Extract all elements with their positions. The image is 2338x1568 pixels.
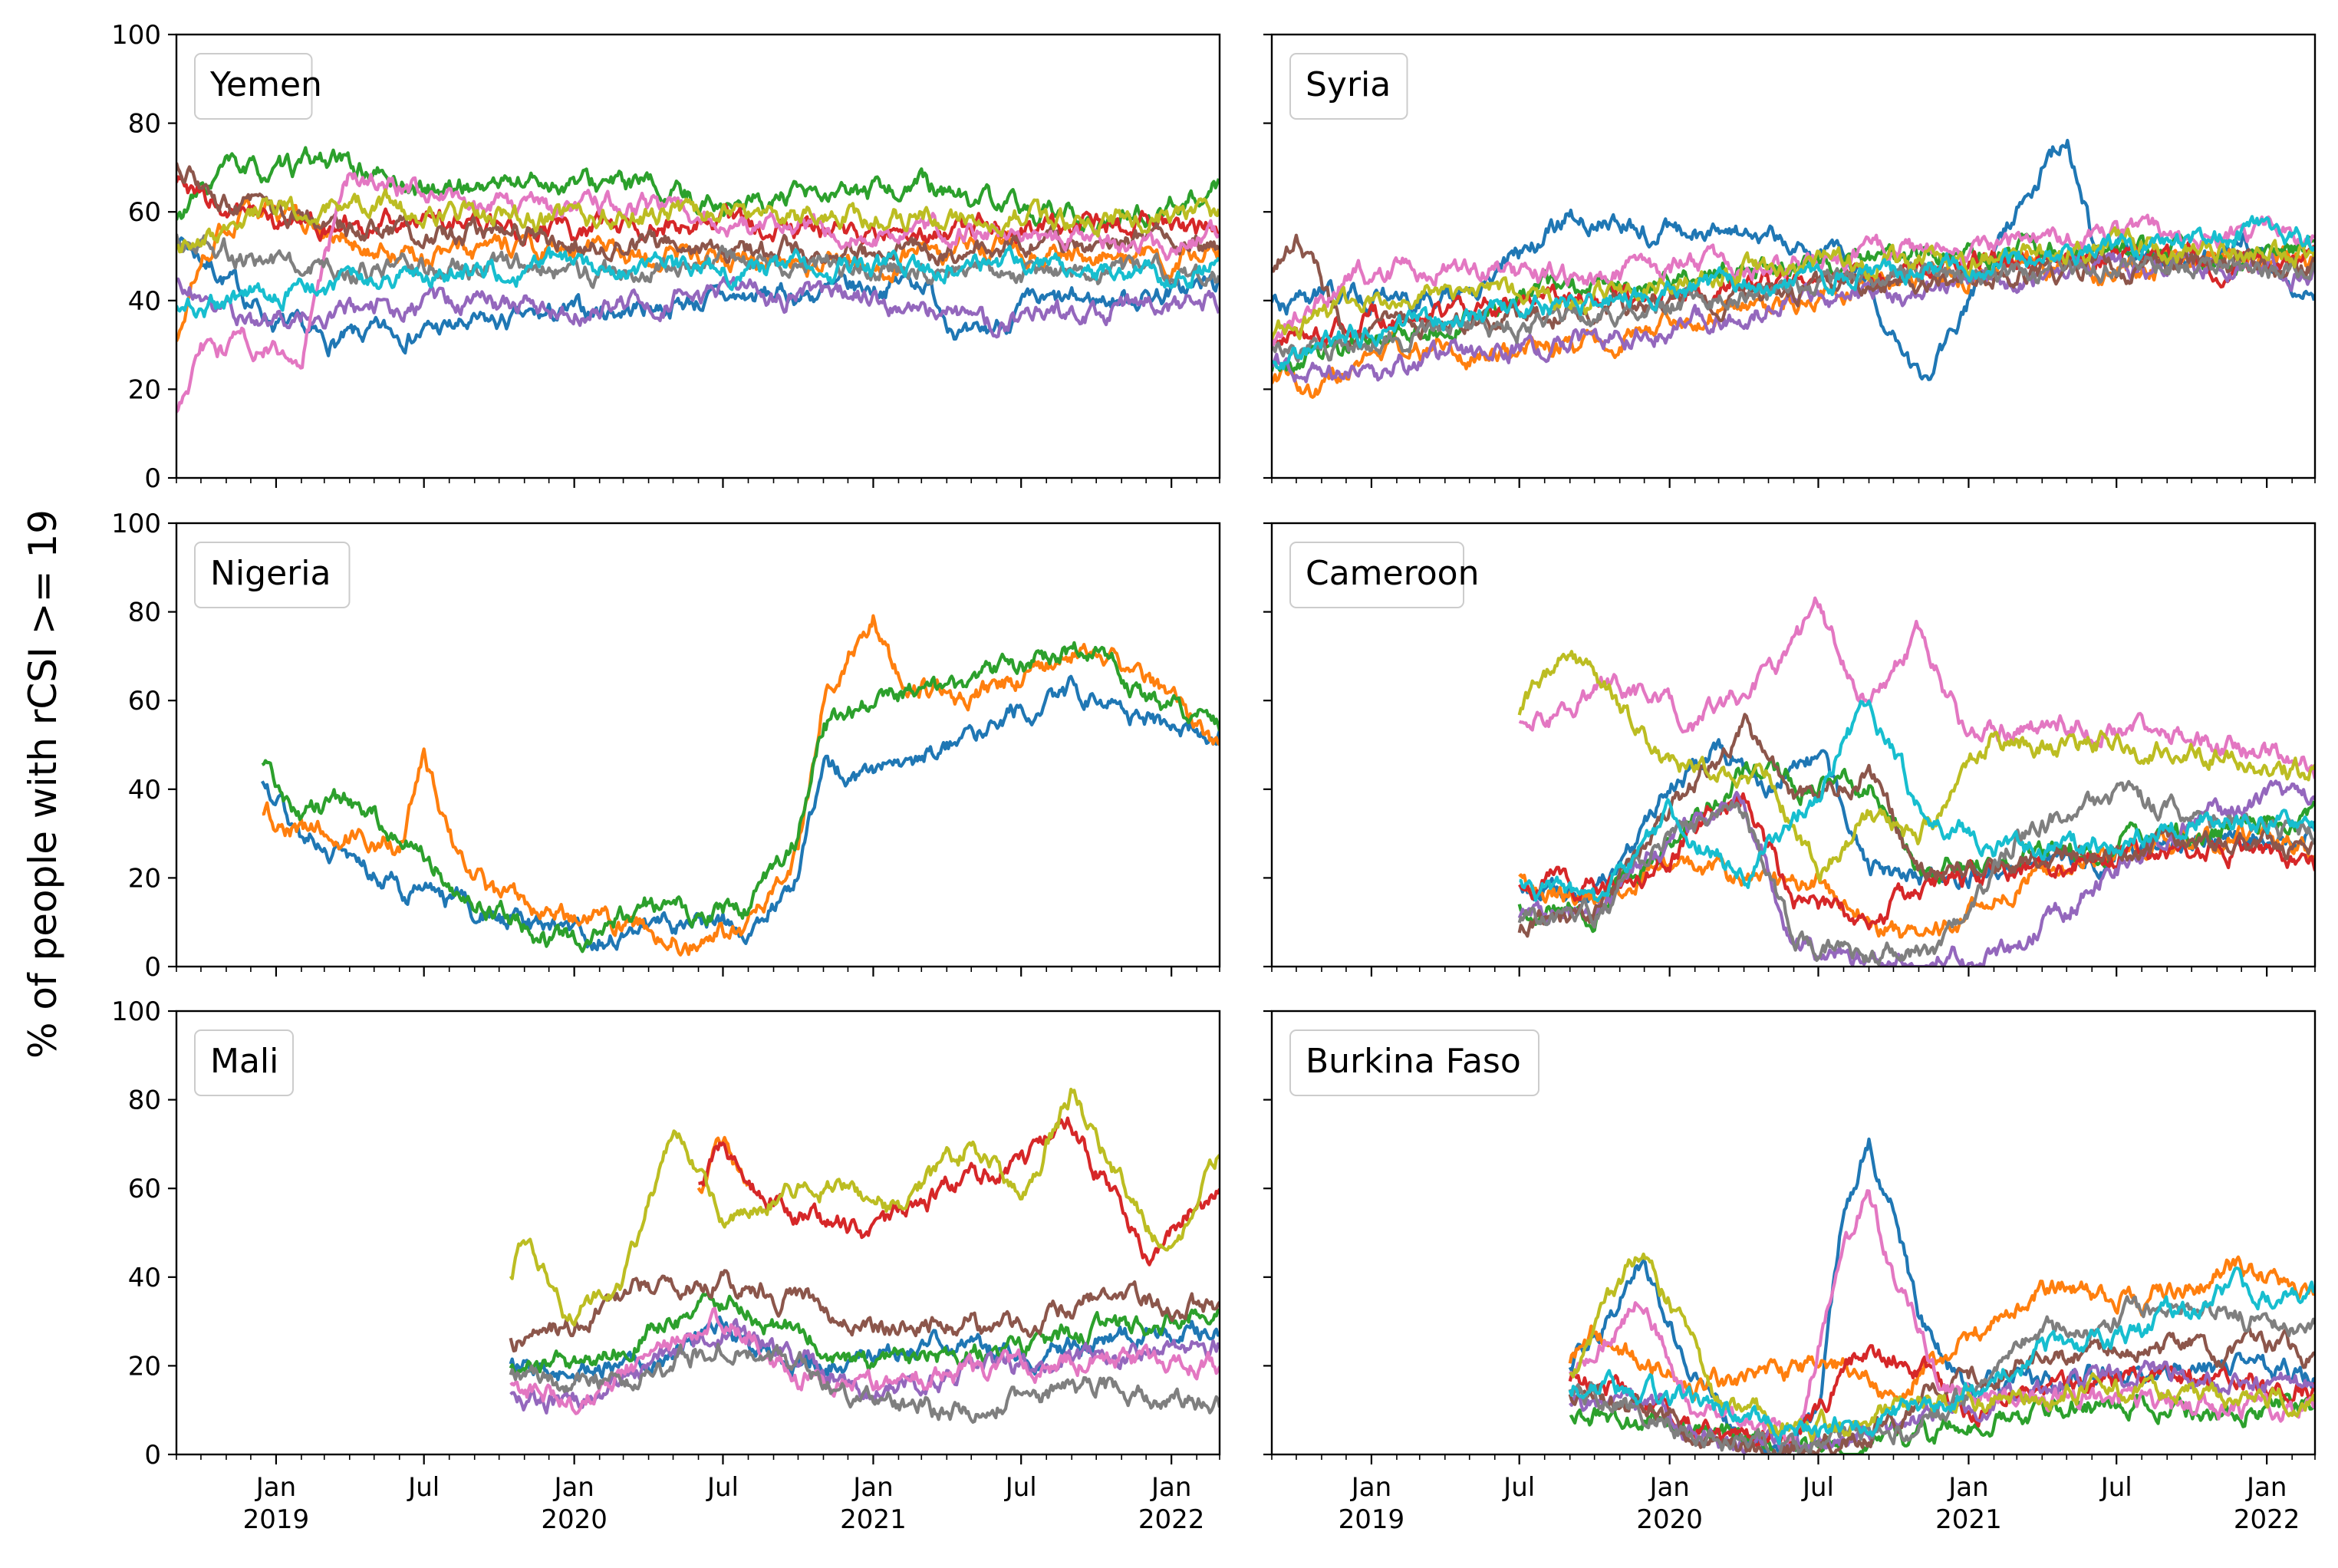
series-line: [1519, 700, 2315, 903]
series-line: [1568, 1295, 2315, 1454]
series-line: [1272, 213, 2315, 347]
series-line: [1272, 245, 2315, 399]
series-line: [1517, 779, 2315, 967]
x-tick-label-year: 2020: [1636, 1504, 1703, 1535]
panel-title: Syria: [1306, 65, 1391, 104]
x-tick-label-month: Jan: [2245, 1472, 2287, 1503]
series-line: [260, 674, 1220, 952]
y-tick-label: 40: [128, 286, 161, 317]
y-tick-label: 60: [128, 1174, 161, 1204]
x-tick-label-month: Jan: [1648, 1472, 1689, 1503]
series-line: [176, 245, 1220, 319]
panel-syria: Syria: [1263, 33, 2317, 488]
panel-title-box: [194, 53, 313, 120]
y-tick-label: 80: [128, 598, 161, 628]
panel-title: Burkina Faso: [1306, 1042, 1521, 1081]
y-tick-label: 0: [144, 463, 161, 494]
series-line: [1272, 215, 2315, 371]
x-tick-label-year: 2019: [243, 1504, 310, 1535]
series-line: [509, 1269, 1220, 1353]
y-tick-label: 60: [128, 686, 161, 716]
panel-title-box: [1289, 53, 1408, 120]
series-line: [509, 1292, 1220, 1377]
panel-title: Nigeria: [210, 554, 331, 593]
panel-title-box: [1289, 542, 1464, 608]
y-tick-label: 40: [128, 775, 161, 805]
series-line: [261, 641, 1220, 954]
panel-title: Cameroon: [1306, 554, 1479, 593]
x-tick-label-month: Jul: [2099, 1472, 2132, 1503]
series-group: [509, 1087, 1220, 1424]
y-tick-label: 60: [128, 197, 161, 228]
x-tick-label-year: 2019: [1339, 1504, 1405, 1535]
x-tick-label-month: Jan: [552, 1472, 594, 1503]
x-tick-label-year: 2020: [541, 1504, 608, 1535]
y-tick-label: 100: [111, 509, 161, 539]
x-tick-label-year: 2021: [840, 1504, 907, 1535]
x-tick-label-month: Jul: [1004, 1472, 1037, 1503]
x-tick-label-month: Jul: [407, 1472, 440, 1503]
x-tick-label-month: Jan: [851, 1472, 893, 1503]
x-tick-label-month: Jul: [706, 1472, 739, 1503]
panel-yemen: 0 20 40 60 80 100 Yemen: [111, 20, 1221, 494]
x-tick-label-year: 2021: [1935, 1504, 2002, 1535]
series-line: [1568, 1266, 2315, 1445]
series-line: [509, 1342, 1220, 1424]
series-line: [176, 172, 1220, 413]
series-group: [1272, 138, 2315, 399]
series-line: [1568, 1189, 2315, 1444]
series-line: [1518, 596, 2315, 779]
x-tick-label-month: Jan: [1350, 1472, 1391, 1503]
series-line: [1272, 226, 2315, 341]
series-line: [176, 275, 1220, 339]
x-tick-label-month: Jan: [255, 1472, 296, 1503]
panel-cameroon: Cameroon: [1263, 522, 2317, 977]
series-line: [1519, 738, 2315, 904]
series-line: [1517, 779, 2315, 967]
series-group: [1568, 1137, 2315, 1454]
shared-y-axis-label: % of people with rCSI >= 19: [21, 509, 65, 1059]
x-tick-label-year: 2022: [1138, 1504, 1205, 1535]
x-tick-label-month: Jan: [1150, 1472, 1191, 1503]
series-group: [1517, 596, 2315, 967]
y-tick-label: 20: [128, 374, 161, 405]
y-tick-label: 80: [128, 109, 161, 140]
panel-title-box: [194, 1029, 294, 1096]
series-line: [509, 1087, 1220, 1327]
series-line: [698, 1116, 1220, 1267]
x-tick-label-month: Jul: [1801, 1472, 1834, 1503]
series-line: [176, 188, 1220, 254]
y-tick-label: 0: [144, 952, 161, 983]
x-tick-label-year: 2022: [2234, 1504, 2300, 1535]
y-tick-label: 20: [128, 1351, 161, 1382]
panel-nigeria: 0 20 40 60 80 100 Nigeria: [111, 509, 1221, 983]
series-line: [509, 1306, 1220, 1415]
y-tick-label: 80: [128, 1085, 161, 1116]
series-line: [1517, 713, 2315, 938]
panel-title-box: [194, 542, 351, 608]
panel-title: Yemen: [209, 65, 322, 104]
series-group: [260, 614, 1220, 957]
panel-title-box: [1289, 1029, 1539, 1096]
panel-title: Mali: [210, 1042, 278, 1081]
series-group: [176, 146, 1220, 413]
series-line: [176, 195, 1220, 342]
series-line: [1517, 650, 2315, 883]
y-tick-label: 100: [111, 20, 161, 51]
series-line: [1569, 1252, 2315, 1442]
y-tick-label: 0: [144, 1440, 161, 1471]
y-tick-label: 100: [111, 996, 161, 1027]
y-tick-label: 40: [128, 1263, 161, 1293]
x-tick-label-month: Jan: [1947, 1472, 1988, 1503]
series-line: [176, 236, 1220, 357]
x-tick-label-month: Jul: [1502, 1472, 1535, 1503]
y-tick-label: 20: [128, 863, 161, 894]
